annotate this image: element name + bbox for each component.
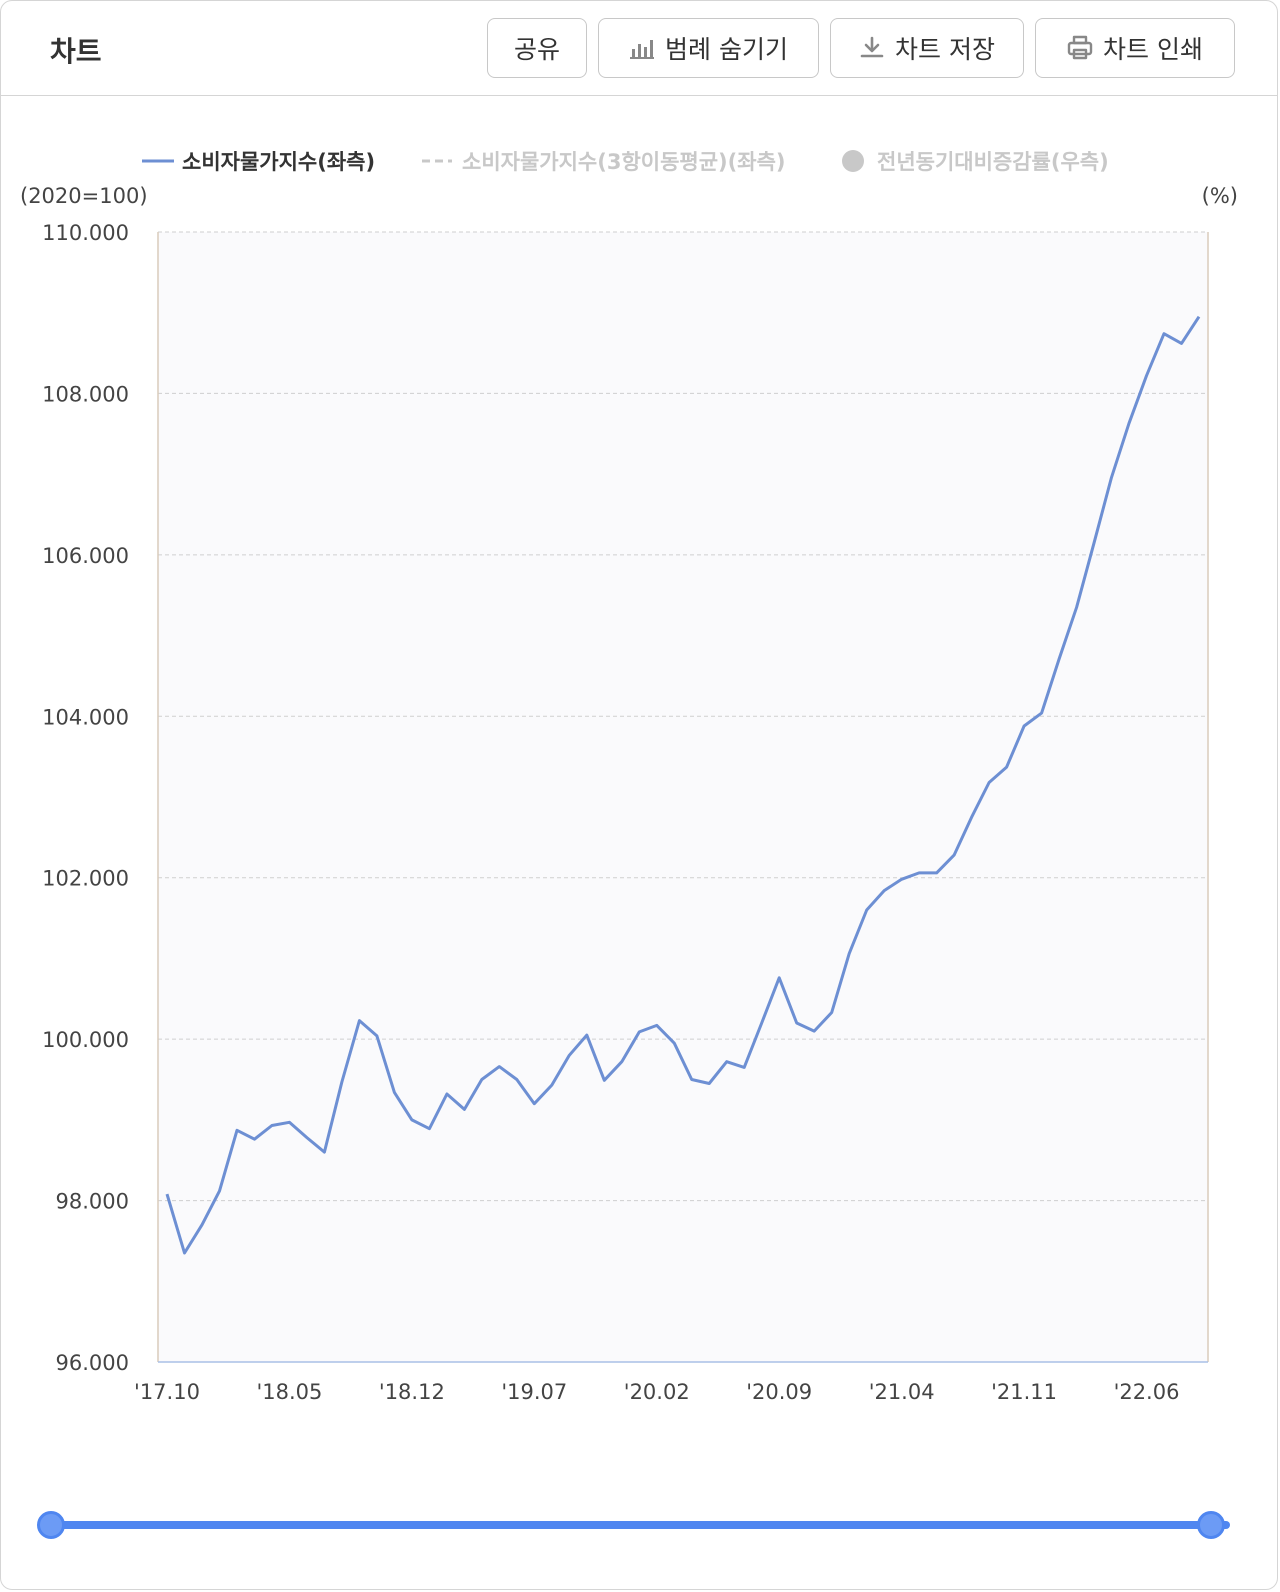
y-axis-ticks: 96.000 98.000 100.000 102.000 104.000 106.000… [42,221,129,1375]
cpi-line-chart: 96.000 98.000 100.000 102.000 104.000 106.000… [20,150,1238,1404]
chart-header: 차트 공유 범례 숨기기 차트 저장 차트 인쇄 [0,0,1278,96]
x-tick-label: '17.10 [134,1380,200,1404]
x-tick-label: '21.04 [869,1380,935,1404]
series-layer [165,315,1201,1255]
y-tick-label: 104.000 [42,705,129,729]
hide-legend-button[interactable]: 범례 숨기기 [598,18,819,78]
save-chart-button[interactable]: 차트 저장 [830,18,1024,78]
printer-icon [1067,35,1093,61]
y-tick-label: 106.000 [42,544,129,568]
y-axis-right-label: (%) [1202,184,1238,208]
share-button-label: 공유 [513,35,560,64]
x-tick-label: '20.02 [624,1380,690,1404]
y-tick-label: 96.000 [56,1351,129,1375]
legend-swatch-yoy-rate [842,150,864,172]
range-slider-end-handle[interactable] [1197,1511,1225,1539]
legend-item-moving-average[interactable]: 소비자물가지수(3항이동평균)(좌측) [462,150,785,174]
x-axis-ticks: '17.10 '18.05 '18.12 '19.07 '20.02 '20.09 '21.… [134,1380,1179,1404]
plot-area [158,232,1208,1362]
download-icon [859,35,885,61]
legend-item-yoy-rate[interactable]: 전년동기대비증감률(우측) [877,150,1109,174]
x-tick-label: '21.11 [991,1380,1057,1404]
x-tick-label: '22.06 [1114,1380,1180,1404]
hide-legend-label: 범례 숨기기 [665,35,788,64]
y-tick-label: 108.000 [42,382,129,406]
share-button[interactable]: 공유 [487,18,587,78]
range-slider-start-handle[interactable] [37,1511,65,1539]
series-line-cpi [165,315,1201,1255]
grid-lines [158,231,1208,1202]
x-tick-label: '18.05 [256,1380,322,1404]
print-chart-button[interactable]: 차트 인쇄 [1035,18,1235,78]
print-chart-label: 차트 인쇄 [1103,35,1203,64]
legend-item-cpi[interactable]: 소비자물가지수(좌측) [182,150,375,174]
bar-chart-icon [629,35,655,61]
save-chart-label: 차트 저장 [895,35,995,64]
axes [157,232,1209,1363]
legend[interactable]: 소비자물가지수(좌측) 소비자물가지수(3항이동평균)(좌측) 전년동기대비증감률(… [142,150,1109,174]
range-slider-track[interactable] [52,1521,1230,1529]
page-title: 차트 [50,35,102,68]
y-tick-label: 100.000 [42,1028,129,1052]
x-tick-label: '20.09 [746,1380,812,1404]
x-tick-label: '18.12 [379,1380,445,1404]
y-axis-left-label: (2020=100) [20,184,148,208]
y-tick-label: 102.000 [42,867,129,891]
x-tick-label: '19.07 [501,1380,567,1404]
y-tick-label: 110.000 [42,221,129,245]
y-tick-label: 98.000 [56,1190,129,1214]
